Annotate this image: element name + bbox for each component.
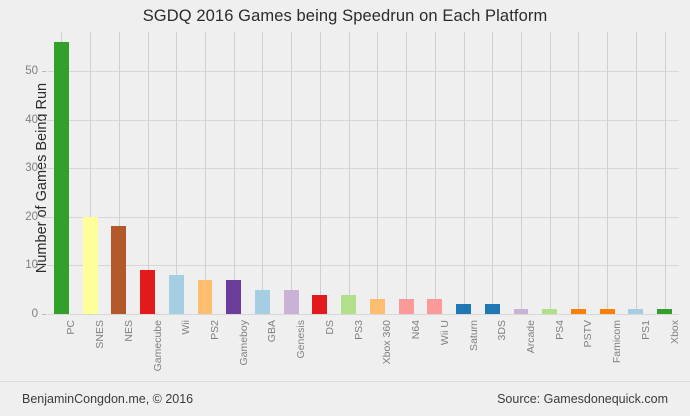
y-tick-mark (42, 168, 46, 170)
x-tick-label: 3DS (496, 320, 509, 341)
bar (140, 270, 155, 314)
gridline-vertical (205, 32, 206, 314)
x-tick-label: Famicom (611, 320, 624, 364)
gridline-vertical (377, 32, 378, 314)
gridline-vertical (320, 32, 321, 314)
y-tick-label: 10 (25, 259, 38, 272)
gridline-vertical (406, 32, 407, 314)
bar (369, 299, 385, 314)
footer-credit: BenjaminCongdon.me, © 2016 (22, 392, 194, 406)
gridline-vertical (636, 32, 637, 314)
gridline-vertical (262, 32, 263, 314)
x-tick-label: N64 (410, 320, 423, 340)
x-tick-label: PS1 (639, 320, 652, 340)
bar (254, 289, 270, 314)
bar (542, 309, 558, 314)
gridline-vertical (176, 32, 177, 314)
y-tick-label: 40 (25, 113, 38, 126)
y-tick-label: 30 (25, 162, 38, 175)
y-tick-mark (42, 216, 46, 218)
y-tick-mark (42, 70, 46, 72)
gridline-vertical (550, 32, 551, 314)
gridline-vertical (119, 32, 120, 314)
x-tick-label: GBA (266, 320, 279, 343)
x-tick-label: Xbox (668, 320, 681, 344)
gridline-vertical (90, 32, 91, 314)
gridline-horizontal (47, 314, 679, 315)
x-tick-label: Saturn (467, 320, 480, 351)
footer-divider (0, 381, 690, 382)
bar (197, 279, 213, 314)
bar (82, 216, 98, 314)
gridline-horizontal (47, 70, 679, 72)
bar (427, 299, 443, 314)
chart-title: SGDQ 2016 Games being Speedrun on Each P… (142, 7, 548, 25)
x-tick-label: PSTV (582, 320, 595, 348)
bar (398, 299, 414, 314)
y-tick-label: 0 (31, 308, 38, 320)
footer-source: Source: Gamesdonequick.com (497, 392, 668, 406)
gridline-vertical (349, 32, 350, 314)
gridline-vertical (291, 32, 292, 314)
gridline-vertical (578, 32, 579, 314)
bar (226, 279, 242, 314)
bar (657, 309, 673, 314)
gridline-vertical (521, 32, 522, 314)
x-tick-label: PS4 (553, 320, 566, 340)
bar (312, 294, 328, 314)
bar (168, 275, 184, 314)
y-tick-label: 20 (25, 210, 38, 223)
x-tick-label: SNES (94, 320, 107, 349)
bar (53, 41, 69, 314)
gridline-vertical (464, 32, 465, 314)
y-tick-mark (42, 314, 46, 315)
x-tick-label: Xbox 360 (381, 320, 394, 365)
x-tick-label: NES (122, 320, 135, 342)
gridline-horizontal (47, 168, 679, 170)
bar (456, 304, 471, 314)
y-tick-mark (42, 265, 46, 267)
x-tick-label: Wii (180, 320, 193, 335)
y-tick-mark (42, 119, 46, 121)
x-tick-label: Genesis (295, 320, 308, 359)
bar (628, 309, 644, 314)
gridline-vertical (148, 32, 149, 314)
gridline-vertical (234, 32, 235, 314)
plot-area (47, 32, 679, 315)
bar (570, 309, 586, 314)
bar (283, 289, 299, 314)
x-tick-label: Wii U (438, 320, 451, 346)
gridline-horizontal (47, 216, 679, 218)
bar (111, 226, 127, 314)
gridline-vertical (665, 32, 666, 314)
bar (341, 294, 357, 314)
gridline-vertical (492, 32, 493, 314)
x-tick-label: PC (65, 320, 78, 335)
x-tick-label: Gameboy (237, 320, 250, 366)
gridline-vertical (435, 32, 436, 314)
x-tick-label: Gamecube (151, 320, 164, 372)
gridline-vertical (607, 32, 608, 314)
x-tick-label: DS (323, 320, 336, 335)
x-tick-label: PS2 (209, 320, 221, 340)
bar (484, 304, 500, 314)
y-tick-label: 50 (25, 64, 38, 77)
bar (513, 309, 529, 314)
x-tick-label: PS3 (352, 320, 365, 340)
gridline-horizontal (47, 119, 679, 121)
bar (599, 309, 615, 314)
gridline-horizontal (47, 265, 679, 267)
x-tick-label: Arcade (525, 320, 537, 354)
